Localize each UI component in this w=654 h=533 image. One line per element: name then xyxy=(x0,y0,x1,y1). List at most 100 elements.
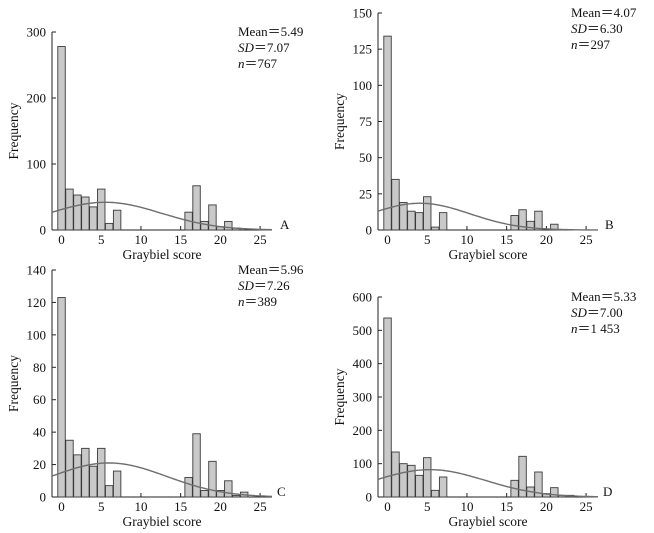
stat-mean: Mean＝5.33 xyxy=(571,289,636,304)
stat-mean: Mean＝4.07 xyxy=(571,5,637,20)
x-tick-label: 20 xyxy=(214,232,227,247)
panel-letter: B xyxy=(605,217,614,232)
stat-n: n＝767 xyxy=(238,56,278,71)
stat-sd: SD＝6.30 xyxy=(571,21,623,36)
panel-letter: D xyxy=(603,484,612,499)
stat-mean-label: Mean xyxy=(571,5,601,20)
histogram-bar xyxy=(89,206,98,231)
histogram-bar xyxy=(216,490,225,498)
stat-sd-value: 7.26 xyxy=(267,278,290,293)
histogram-bar xyxy=(407,210,416,231)
stat-mean-value: 5.49 xyxy=(281,24,304,39)
y-tick-label: 150 xyxy=(353,6,373,21)
histogram-bar xyxy=(208,204,217,231)
stat-n: n＝297 xyxy=(571,37,611,52)
histogram-bar xyxy=(431,226,440,231)
histogram-bar xyxy=(510,215,519,231)
x-tick-label: 20 xyxy=(540,232,553,247)
x-tick-label: 25 xyxy=(580,499,593,514)
histogram-bar xyxy=(112,209,122,231)
stat-mean-value: 5.33 xyxy=(614,289,637,304)
x-axis-title: Graybiel score xyxy=(122,247,201,262)
y-tick-label: 0 xyxy=(40,223,47,238)
histogram-bar xyxy=(399,463,408,498)
histogram-bar xyxy=(112,470,122,498)
stat-mean-label: Mean xyxy=(238,24,268,39)
histogram-bar xyxy=(97,188,106,231)
histogram-bar xyxy=(192,185,201,231)
x-tick-label: 15 xyxy=(500,232,513,247)
y-tick-label: 50 xyxy=(359,150,372,165)
y-tick-label: 600 xyxy=(353,290,373,305)
histogram-bar xyxy=(518,209,527,231)
stat-mean: Mean＝5.49 xyxy=(238,24,303,39)
equals-sign: ＝ xyxy=(245,56,258,71)
histogram-bar xyxy=(399,202,408,231)
histogram-bar xyxy=(200,220,209,231)
histogram-bar xyxy=(224,220,233,231)
x-tick-label: 20 xyxy=(540,499,553,514)
y-axis-title: Frequency xyxy=(332,93,347,150)
panel-d: 0 100 200 300 400 500 600 0 5 10 15 20 25 Graybiel sc… xyxy=(332,289,636,529)
equals-sign: ＝ xyxy=(587,305,600,320)
x-tick-label: 25 xyxy=(580,232,593,247)
equals-sign: ＝ xyxy=(578,37,591,52)
x-tick-label: 25 xyxy=(254,499,267,514)
normal-curve xyxy=(377,469,598,498)
stat-n-value: 767 xyxy=(258,56,278,71)
stat-sd-value: 7.00 xyxy=(600,305,623,320)
stat-sd-label: SD xyxy=(571,21,588,36)
y-tick-label: 300 xyxy=(353,390,373,405)
y-tick-label: 100 xyxy=(27,157,47,172)
panel-a: 0 100 200 300 0 5 10 15 20 25 Graybiel score Freque… xyxy=(6,24,303,262)
y-tick-label: 300 xyxy=(27,25,47,40)
y-axis-title: Frequency xyxy=(332,368,347,425)
x-tick-label: 5 xyxy=(98,232,105,247)
y-tick-label: 500 xyxy=(353,323,373,338)
normal-curve xyxy=(51,462,273,498)
stat-sd: SD＝7.26 xyxy=(238,278,290,293)
histogram-bar xyxy=(383,317,392,498)
stat-mean-value: 5.96 xyxy=(281,262,304,277)
y-tick-label: 120 xyxy=(27,295,47,310)
histogram-bar xyxy=(81,447,90,498)
histogram-bar xyxy=(431,489,440,498)
histogram-bar xyxy=(534,210,543,231)
x-tick-label: 15 xyxy=(174,499,187,514)
y-tick-label: 0 xyxy=(366,223,373,238)
histogram-bar xyxy=(105,485,114,498)
histogram-bar xyxy=(415,474,424,498)
histogram-bar xyxy=(526,220,535,231)
normal-curve xyxy=(51,201,273,231)
panel-c: 0 20 40 60 80 100 120 140 0 5 10 15 20 25 Graybiel sco… xyxy=(6,262,304,529)
x-tick-label: 5 xyxy=(424,499,431,514)
histogram-bar xyxy=(73,194,82,231)
histogram-bar xyxy=(423,457,432,498)
histogram-bar xyxy=(224,480,233,498)
x-tick-label: 10 xyxy=(134,499,147,514)
stat-n-value: 389 xyxy=(258,294,278,309)
stat-n: n＝389 xyxy=(238,294,277,309)
stat-sd-label: SD xyxy=(238,40,255,55)
stat-n-value: 1 453 xyxy=(591,321,620,336)
x-tick-label: 10 xyxy=(460,232,473,247)
y-tick-label: 75 xyxy=(359,114,372,129)
x-tick-label: 10 xyxy=(460,499,473,514)
histogram-bar xyxy=(383,35,392,231)
equals-sign: ＝ xyxy=(245,294,258,309)
histogram-bar xyxy=(105,222,114,231)
y-tick-label: 100 xyxy=(353,78,373,93)
stat-n-label: n xyxy=(238,294,245,309)
stat-sd-label: SD xyxy=(571,305,588,320)
y-tick-label: 200 xyxy=(353,423,373,438)
histogram-bar xyxy=(391,178,400,231)
stat-n-label: n xyxy=(571,321,578,336)
y-tick-label: 60 xyxy=(33,392,46,407)
x-tick-label: 20 xyxy=(214,499,227,514)
equals-sign: ＝ xyxy=(268,24,281,39)
y-tick-label: 100 xyxy=(27,327,47,342)
histogram-bar xyxy=(65,188,74,231)
equals-sign: ＝ xyxy=(254,278,267,293)
histogram-bar xyxy=(73,454,82,498)
